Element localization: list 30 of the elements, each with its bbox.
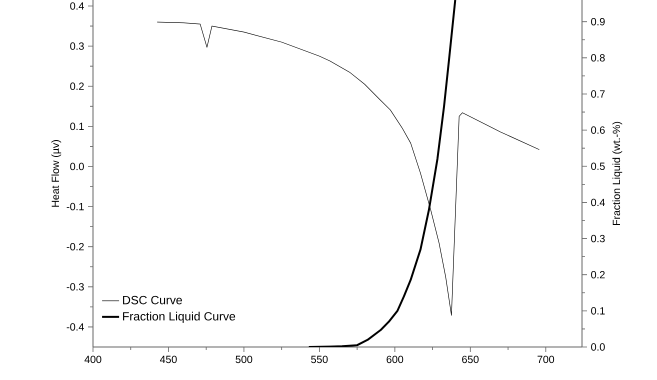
y2-tick-label: 0.7: [591, 90, 605, 98]
y-tick-label: -0.4: [66, 323, 84, 331]
legend-label: DSC Curve: [123, 296, 182, 304]
y-tick-label: 0.3: [70, 42, 84, 50]
y2-axis-title: Fraction Liquid (wt.-%): [612, 122, 622, 225]
x-tick-label: 550: [311, 356, 328, 364]
y-tick-label: -0.1: [66, 202, 84, 210]
y2-tick-label: 0.2: [591, 271, 605, 278]
y2-tick-label: 0.5: [591, 162, 605, 170]
y-tick-label: 0.1: [70, 122, 84, 130]
x-tick-label: 650: [462, 356, 479, 364]
x-tick-label: 600: [386, 356, 404, 364]
y-tick-label: 0.0: [70, 162, 84, 170]
y-tick-label: -0.2: [66, 243, 84, 250]
y2-tick-label: 0.8: [591, 54, 605, 62]
y2-tick-label: 0.1: [591, 307, 605, 315]
y2-tick-label: 0.9: [591, 18, 605, 26]
legend-label: Fraction Liquid Curve: [123, 312, 236, 323]
x-tick-label: 700: [538, 356, 554, 364]
x-tick-label: 500: [236, 356, 252, 364]
x-tick-label: 450: [160, 356, 177, 364]
x-tick-label: 400: [84, 356, 102, 364]
y2-tick-label: 0.3: [591, 234, 605, 242]
y-tick-label: 0.4: [70, 2, 84, 10]
y-tick-label: 0.2: [70, 82, 84, 90]
y-axis-title: Heat Flow (µv): [51, 140, 62, 207]
y2-tick-label: 0.4: [591, 198, 605, 206]
y2-tick-label: 0.6: [591, 126, 605, 134]
y-tick-label: -0.3: [66, 283, 84, 291]
y2-tick-label: 0.0: [591, 343, 605, 351]
